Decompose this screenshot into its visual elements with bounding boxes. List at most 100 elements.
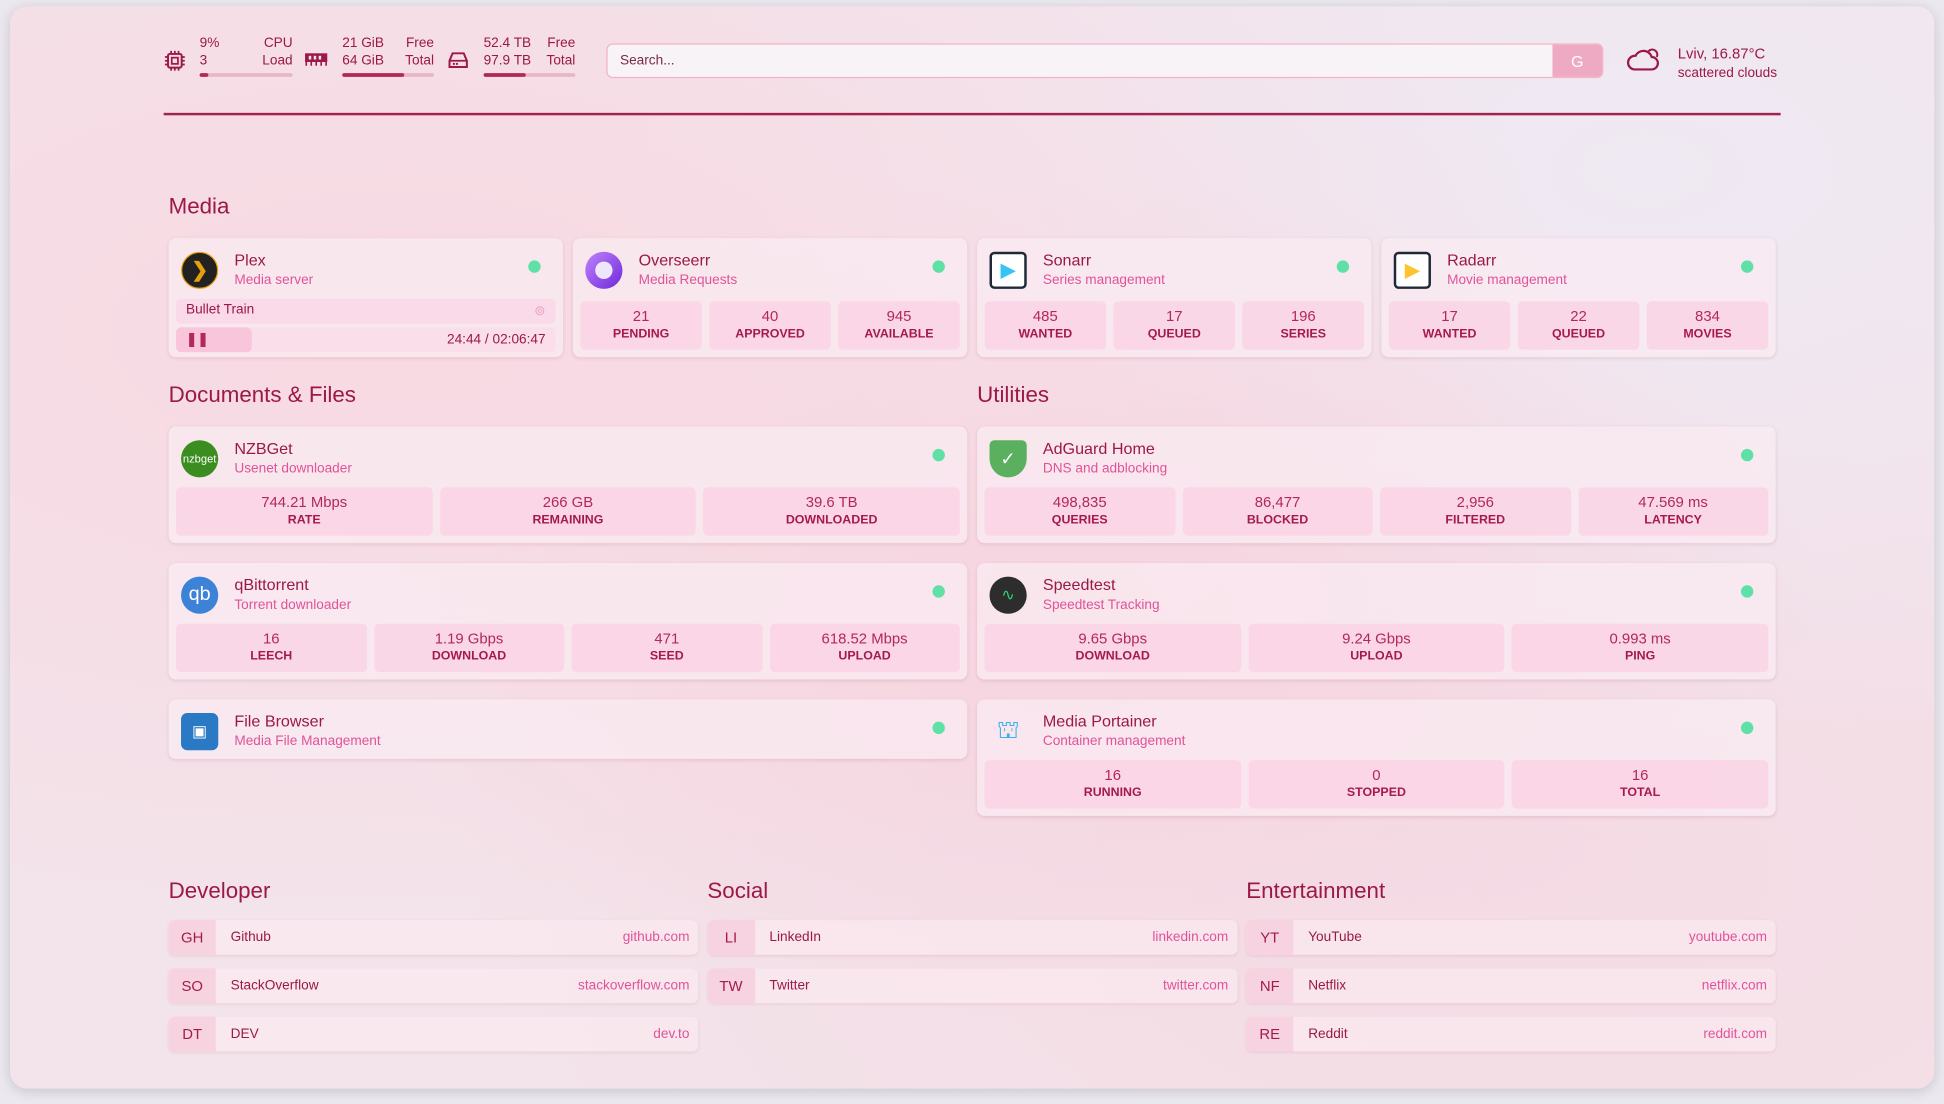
service-header[interactable]: Overseerr Media Requests — [585, 250, 737, 290]
overseerr-icon — [585, 251, 623, 289]
service-card-file-browser[interactable]: ▣ File Browser Media File Management — [168, 699, 968, 759]
status-indicator-online — [932, 721, 945, 735]
service-card-plex[interactable]: ❯ Plex Media server Bullet Train ⊚ ❚❚ 24:44 / … — [168, 238, 563, 358]
stat-value: 0.993 ms — [1609, 629, 1671, 648]
stat-label: LATENCY — [1644, 513, 1702, 527]
service-name: Sonarr — [1042, 250, 1092, 270]
bookmark-url: stackoverflow.com — [577, 978, 690, 994]
stat-label: QUEUED — [1147, 327, 1201, 341]
stat-block: 0 STOPPED — [1248, 760, 1505, 809]
stat-value: 16 — [1631, 766, 1649, 784]
stat-block: 498,835 QUERIES — [984, 487, 1175, 536]
stat-label: PING — [1624, 649, 1656, 664]
stat-label: TOTAL — [1620, 786, 1661, 800]
service-header[interactable]: qb qBittorrent Torrent downloader — [181, 575, 351, 615]
service-description: Media server — [234, 272, 314, 288]
memory-icon — [305, 53, 328, 66]
bookmark-reddit[interactable]: RE Reddit reddit.com — [1246, 1016, 1776, 1052]
stat-block: 0.993 ms PING — [1511, 623, 1769, 673]
stat-label: UPLOAD — [838, 649, 891, 664]
service-stats: 16 RUNNING 0 STOPPED 16 TOTAL — [984, 760, 1769, 809]
stat-label: FILTERED — [1445, 513, 1506, 527]
service-card-speedtest[interactable]: ∿ Speedtest Speedtest Tracking 9.65 Gbps DOW… — [977, 562, 1776, 680]
service-header[interactable]: ✓ AdGuard Home DNS and adblocking — [989, 439, 1167, 479]
bookmark-twitter[interactable]: TW Twitter twitter.com — [707, 968, 1237, 1004]
service-card-overseerr[interactable]: Overseerr Media Requests 21 PENDING 40 APPROV… — [572, 238, 968, 358]
service-header[interactable]: ▶ Radarr Movie management — [1393, 250, 1567, 290]
stat-block: 945 AVAILABLE — [838, 301, 960, 350]
service-stats: 17 WANTED 22 QUEUED 834 MOVIES — [1388, 301, 1769, 350]
now-playing-title-row: Bullet Train ⊚ — [176, 298, 556, 324]
stat-label: RATE — [287, 513, 321, 527]
status-indicator-online — [932, 260, 945, 273]
bookmark-github[interactable]: GH Github github.com — [168, 920, 699, 955]
service-card-media-portainer[interactable]: ⛫ Media Portainer Container management 16 RU… — [977, 699, 1776, 816]
bookmark-url: youtube.com — [1688, 930, 1767, 945]
stat-value: 22 — [1570, 307, 1587, 325]
stat-block: 9.24 Gbps UPLOAD — [1248, 623, 1505, 673]
service-stats: 21 PENDING 40 APPROVED 945 AVAILABLE — [580, 301, 960, 350]
memory-free-label: Free — [405, 35, 434, 51]
stat-value: 945 — [886, 307, 912, 325]
stat-block: 834 MOVIES — [1646, 301, 1769, 350]
stat-value: 266 GB — [542, 493, 594, 511]
stat-value: 40 — [761, 307, 779, 325]
stat-value: 17 — [1441, 307, 1458, 325]
stat-label: BLOCKED — [1246, 513, 1309, 527]
stat-label: LEECH — [250, 649, 293, 664]
weather-condition: scattered clouds — [1677, 65, 1778, 81]
service-card-qbittorrent[interactable]: qb qBittorrent Torrent downloader 16 LEECH 1.… — [168, 562, 968, 680]
adguard-shield-icon: ✓ — [989, 440, 1027, 478]
status-indicator-online — [1740, 448, 1754, 462]
progress-fill — [176, 327, 252, 353]
bookmark-netflix[interactable]: NF Netflix netflix.com — [1246, 968, 1776, 1004]
bookmark-dev[interactable]: DT DEV dev.to — [168, 1016, 699, 1052]
bookmark-url: dev.to — [653, 1026, 690, 1042]
stat-value: 86,477 — [1254, 493, 1301, 511]
bookmark-stackoverflow[interactable]: SO StackOverflow stackoverflow.com — [168, 968, 699, 1004]
stat-block: 22 QUEUED — [1517, 301, 1640, 350]
service-header[interactable]: ⛫ Media Portainer Container management — [990, 712, 1186, 752]
stat-block: 266 GB REMAINING — [439, 487, 697, 536]
now-playing-progress[interactable]: ❚❚ 24:44 / 02:06:47 — [176, 327, 556, 353]
stat-label: RUNNING — [1083, 786, 1142, 800]
bookmark-name: YouTube — [1308, 930, 1362, 945]
service-card-adguard-home[interactable]: ✓ AdGuard Home DNS and adblocking 498,835 QU… — [977, 426, 1776, 544]
bookmark-url: linkedin.com — [1152, 930, 1229, 945]
service-card-sonarr[interactable]: ▶ Sonarr Series management 485 WANTED 17 QUEUE… — [977, 238, 1372, 358]
pause-icon[interactable]: ❚❚ — [186, 332, 209, 348]
search-bar[interactable]: Search... G — [606, 43, 1604, 79]
stat-label: STOPPED — [1346, 786, 1406, 800]
bookmark-url: reddit.com — [1703, 1026, 1767, 1042]
stat-label: QUEUED — [1551, 327, 1606, 341]
search-input[interactable]: Search... — [620, 53, 675, 69]
stat-value: 196 — [1290, 307, 1316, 325]
service-card-nzbget[interactable]: nzbget NZBGet Usenet downloader 744.21 Mbps… — [168, 426, 968, 544]
service-header[interactable]: nzbget NZBGet Usenet downloader — [181, 439, 352, 479]
disk-bar — [483, 73, 576, 77]
memory-total: 64 GiB — [342, 53, 384, 69]
memory-total-label: Total — [405, 53, 434, 69]
search-provider-button[interactable]: G — [1552, 44, 1603, 77]
bookmark-linkedin[interactable]: LI LinkedIn linkedin.com — [707, 920, 1237, 955]
stat-label: PENDING — [612, 327, 670, 341]
bookmark-abbr: DT — [168, 1016, 216, 1052]
service-name: NZBGet — [234, 438, 293, 458]
bookmark-youtube[interactable]: YT YouTube youtube.com — [1246, 920, 1776, 955]
disk-stat: 52.4 TB Free 97.9 TB Total — [483, 35, 576, 77]
service-header[interactable]: ▣ File Browser Media File Management — [181, 712, 381, 752]
stat-value: 16 — [262, 629, 280, 648]
bookmark-abbr: NF — [1246, 968, 1294, 1004]
stat-block: 196 SERIES — [1242, 301, 1364, 350]
bookmark-name: Github — [230, 930, 271, 945]
service-header[interactable]: ❯ Plex Media server — [181, 250, 313, 290]
service-name: Radarr — [1447, 250, 1497, 270]
stat-label: WANTED — [1018, 327, 1073, 341]
service-header[interactable]: ▶ Sonarr Series management — [989, 250, 1165, 290]
service-card-radarr[interactable]: ▶ Radarr Movie management 17 WANTED 22 QUEUED 8… — [1381, 238, 1776, 358]
cpu-load-label: Load — [262, 53, 293, 69]
service-header[interactable]: ∿ Speedtest Speedtest Tracking — [989, 575, 1160, 615]
cpu-icon — [164, 50, 185, 71]
stat-label: DOWNLOAD — [1075, 649, 1150, 664]
disk-total-label: Total — [546, 53, 576, 69]
